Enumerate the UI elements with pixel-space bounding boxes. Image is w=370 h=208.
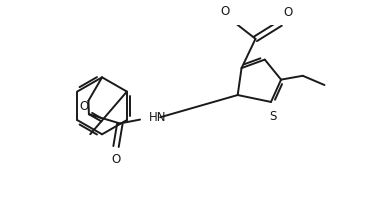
Text: O: O bbox=[221, 5, 230, 18]
Text: O: O bbox=[79, 100, 88, 113]
Text: O: O bbox=[111, 153, 121, 166]
Text: HN: HN bbox=[149, 111, 167, 124]
Text: S: S bbox=[269, 110, 276, 123]
Text: O: O bbox=[283, 6, 293, 19]
